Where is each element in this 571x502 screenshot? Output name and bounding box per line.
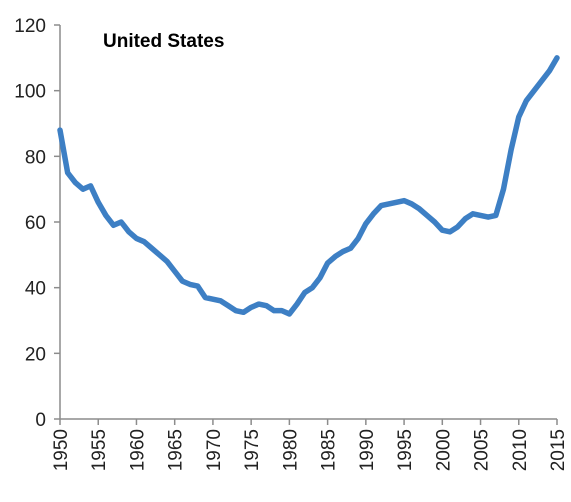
x-tick-label: 1970 xyxy=(204,429,225,471)
y-axis-ticks: 0 20 40 60 80 100 120 xyxy=(14,16,60,431)
x-tick-label: 1960 xyxy=(127,429,148,471)
y-tick-label: 0 xyxy=(35,410,46,431)
x-tick-label: 1985 xyxy=(319,429,340,471)
x-tick-label: 1965 xyxy=(166,429,187,471)
x-tick-label: 1980 xyxy=(280,429,301,471)
y-tick-label: 80 xyxy=(25,147,46,168)
x-tick-label: 1990 xyxy=(357,429,378,471)
x-tick-label: 2000 xyxy=(433,429,454,471)
axes xyxy=(59,25,557,420)
x-tick-label: 1995 xyxy=(395,429,416,471)
y-tick-label: 120 xyxy=(14,16,46,37)
x-tick-label: 2010 xyxy=(510,429,531,471)
x-tick-label: 1955 xyxy=(89,429,110,471)
y-tick-label: 60 xyxy=(25,213,46,234)
y-tick-label: 100 xyxy=(14,82,46,103)
chart-title: United States xyxy=(103,31,224,52)
y-tick-label: 40 xyxy=(25,279,46,300)
x-tick-label: 2015 xyxy=(548,429,569,471)
y-tick-label: 20 xyxy=(25,344,46,365)
x-tick-label: 1975 xyxy=(242,429,263,471)
x-tick-label: 1950 xyxy=(51,429,72,471)
series-layer xyxy=(57,55,560,317)
series-line-0 xyxy=(57,55,560,317)
x-tick-label: 2005 xyxy=(472,429,493,471)
x-axis-ticks: 1950 1955 1960 1965 1970 1975 1980 1985 1990 1995… xyxy=(51,419,569,471)
